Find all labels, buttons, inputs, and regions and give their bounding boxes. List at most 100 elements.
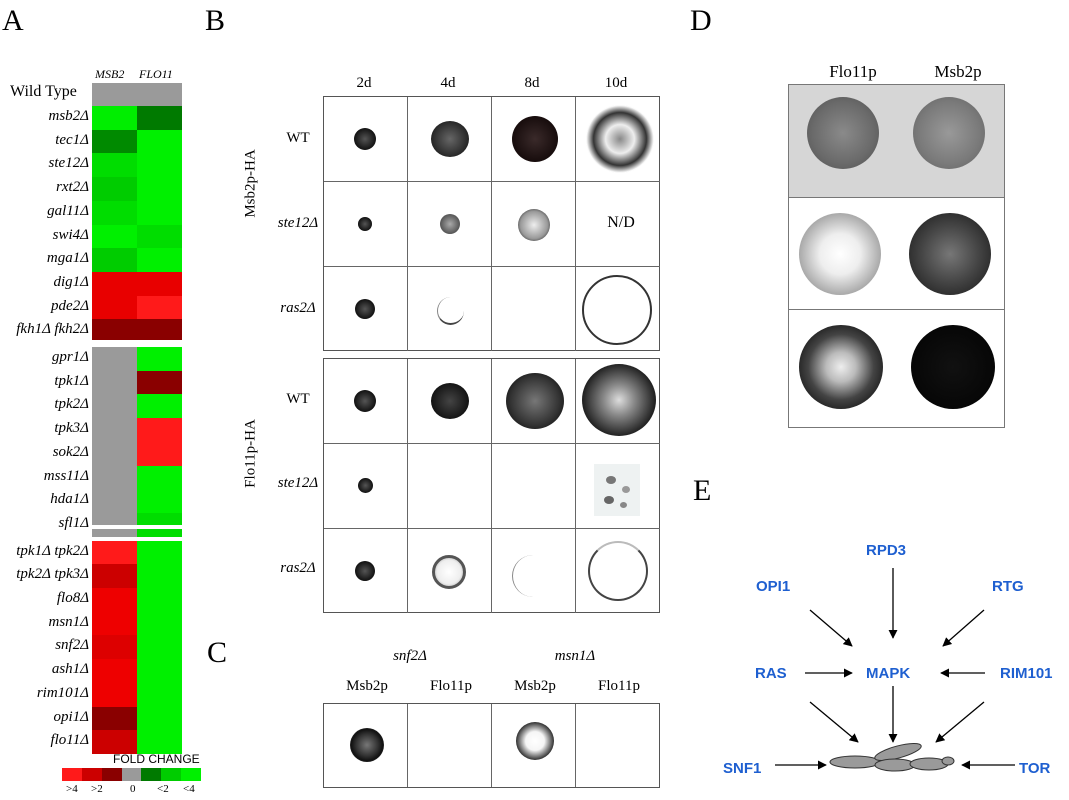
heatmap-cell-msb2 (92, 588, 137, 613)
node-snf1: SNF1 (723, 760, 762, 777)
panel-letter-d: D (690, 4, 712, 37)
col-header-msb2: MSB2 (95, 67, 125, 81)
heatmap-cell-msb2 (92, 659, 137, 684)
node-mapk: MAPK (866, 665, 911, 682)
group-label-flo11: Flo11p-HA (242, 419, 259, 488)
heatmap-cell-msb2 (92, 248, 137, 273)
row-label-wt: WT (286, 130, 310, 146)
node-ras: RAS (755, 665, 787, 682)
heatmap-row-label: swi4Δ (52, 226, 89, 243)
time-label: 2d (356, 75, 372, 91)
colony-spot (358, 478, 373, 493)
heatmap-cell-msb2 (92, 347, 137, 372)
legend-label: 0 (130, 783, 136, 795)
heatmap-cell-msb2 (92, 177, 137, 202)
heatmap-row-label: hda1Δ (50, 491, 89, 508)
group-separator (92, 525, 182, 529)
colony-spot (582, 364, 656, 436)
heatmap-cell-flo11 (137, 106, 182, 131)
heatmap-cell-flo11 (137, 271, 182, 297)
heatmap-row-label: sok2Δ (52, 443, 89, 460)
heatmap-row-label: flo11Δ (50, 732, 89, 749)
heatmap-cell-msb2 (92, 611, 137, 636)
heatmap-cell-msb2 (92, 319, 137, 344)
strain-label-snf2: snf2Δ (393, 648, 427, 664)
strain-label-msn1: msn1Δ (554, 648, 596, 664)
heatmap-cell-msb2 (92, 512, 137, 538)
time-label: 8d (524, 75, 540, 91)
legend-swatch (81, 768, 102, 781)
panel-letter-c: C (207, 636, 228, 669)
heatmap-row-label: msb2Δ (48, 108, 89, 124)
colony-spot (594, 464, 640, 516)
colony-spot (358, 217, 372, 231)
colony-spot (437, 297, 464, 325)
heatmap-cell-msb2 (92, 489, 137, 514)
heatmap-row-label: tpk3Δ (54, 420, 89, 437)
heatmap-row-label: pde2Δ (51, 297, 89, 314)
colony-spot (440, 214, 460, 234)
heatmap-cell-flo11 (137, 706, 182, 731)
colony-spot (431, 121, 469, 157)
heatmap-row-label: msn1Δ (48, 613, 89, 630)
legend-swatch (101, 768, 122, 781)
colony-spot (518, 209, 550, 241)
legend-swatch (181, 768, 202, 781)
heatmap-cell-msb2 (92, 106, 137, 131)
heatmap-cell-msb2 (92, 295, 137, 320)
heatmap-row-label: mss11Δ (43, 467, 89, 484)
panel-letter-a: A (2, 4, 24, 37)
heatmap-cell-msb2 (92, 465, 137, 490)
heatmap-row-label: tec1Δ (55, 131, 89, 148)
heatmap-cell-msb2 (92, 635, 137, 660)
node-rim101: RIM101 (1000, 665, 1053, 682)
heatmap-cell-msb2 (92, 153, 137, 178)
heatmap-row-label: tpk1Δ tpk2Δ (16, 542, 89, 559)
legend-title: FOLD CHANGE (113, 752, 200, 766)
colony-spot (506, 373, 564, 429)
node-rpd3: RPD3 (866, 542, 907, 559)
heatmap-cell-flo11 (137, 153, 182, 178)
row-label-wt: WT (286, 391, 310, 407)
heatmap-cell-msb2 (92, 224, 137, 249)
colony-spot (911, 325, 995, 409)
heatmap-row-label: fkh1Δ fkh2Δ (16, 321, 89, 338)
legend-label: <2 (157, 783, 169, 795)
heatmap-cell-msb2 (92, 370, 137, 395)
heatmap-row-label: tpk2Δ tpk3Δ (16, 566, 89, 583)
pathway-arrows (775, 568, 1015, 772)
panel-c-grid (323, 703, 660, 788)
legend-colorbar (62, 768, 202, 781)
row-label-ras2: ras2Δ (280, 300, 316, 316)
heatmap-cell-flo11 (137, 441, 182, 466)
node-rtg: RTG (992, 578, 1024, 595)
heatmap-cell-flo11 (137, 635, 182, 660)
cell-cluster-icon (829, 743, 955, 772)
node-tor: TOR (1019, 760, 1051, 777)
heatmap-cell-msb2 (92, 129, 137, 154)
heatmap-cell-flo11 (137, 512, 182, 538)
msb2-grid: N/D (323, 96, 660, 351)
protein-label: Msb2p (514, 678, 556, 694)
colony-spot (516, 722, 554, 760)
colony-spot (350, 728, 384, 762)
colony-spot (354, 390, 376, 412)
protein-label: Msb2p (346, 678, 388, 694)
legend-label: >4 (66, 783, 78, 795)
colony-spot (909, 213, 991, 295)
heatmap-cell-flo11 (137, 465, 182, 490)
row-label-ste12: ste12Δ (277, 215, 319, 231)
colony-spot (512, 116, 558, 162)
row-label-ste12: ste12Δ (277, 475, 319, 491)
heatmap-cell-msb2 (92, 271, 137, 297)
node-opi1: OPI1 (756, 578, 791, 595)
legend-swatch (141, 768, 162, 781)
heatmap-cell-flo11 (137, 295, 182, 320)
legend-swatch (121, 768, 142, 781)
heatmap-row-label: opi1Δ (53, 708, 89, 725)
colony-spot (586, 105, 654, 173)
colony-spot (799, 325, 883, 409)
heatmap-row-label: mga1Δ (46, 250, 89, 267)
heatmap-cell-msb2 (92, 706, 137, 731)
heatmap-cell-flo11 (137, 418, 182, 443)
